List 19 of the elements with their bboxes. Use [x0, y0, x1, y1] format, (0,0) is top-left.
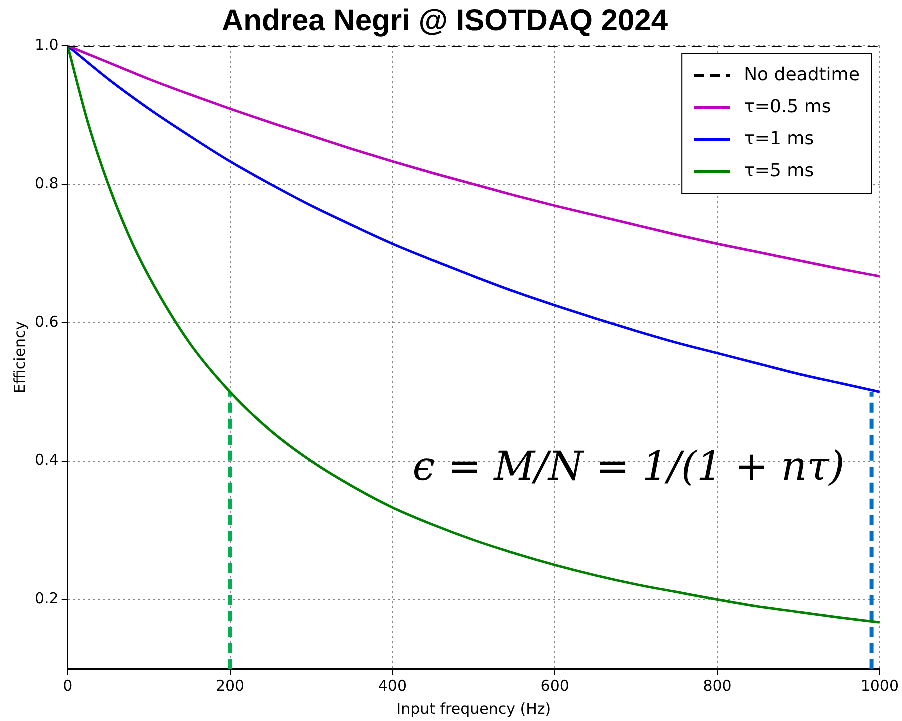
legend-label: τ=5 ms: [744, 160, 814, 182]
x-tick-label: 800: [703, 676, 732, 695]
y-tick-label: 0.8: [34, 174, 59, 192]
x-tick-label: 1000: [860, 676, 900, 695]
legend-label: τ=1 ms: [744, 128, 814, 150]
x-tick-label: 600: [540, 676, 570, 695]
y-axis-title: Efficiency: [10, 321, 29, 394]
x-axis-title: Input frequency (Hz): [396, 700, 552, 718]
x-tick-label: 0: [63, 676, 73, 695]
y-tick-label: 0.6: [34, 312, 59, 331]
y-tick-label: 0.4: [34, 451, 59, 470]
x-tick-label: 400: [378, 676, 407, 695]
y-tick-label: 0.2: [34, 590, 59, 608]
legend-label: τ=0.5 ms: [744, 96, 832, 118]
annotation: ϵ = M/N = 1/(1 + nτ): [412, 444, 845, 490]
x-tick-label: 200: [216, 676, 245, 695]
legend-label: No deadtime: [744, 64, 860, 86]
chart-title: Andrea Negri @ ISOTDAQ 2024: [222, 4, 668, 38]
y-tick-label: 1.0: [34, 36, 59, 54]
